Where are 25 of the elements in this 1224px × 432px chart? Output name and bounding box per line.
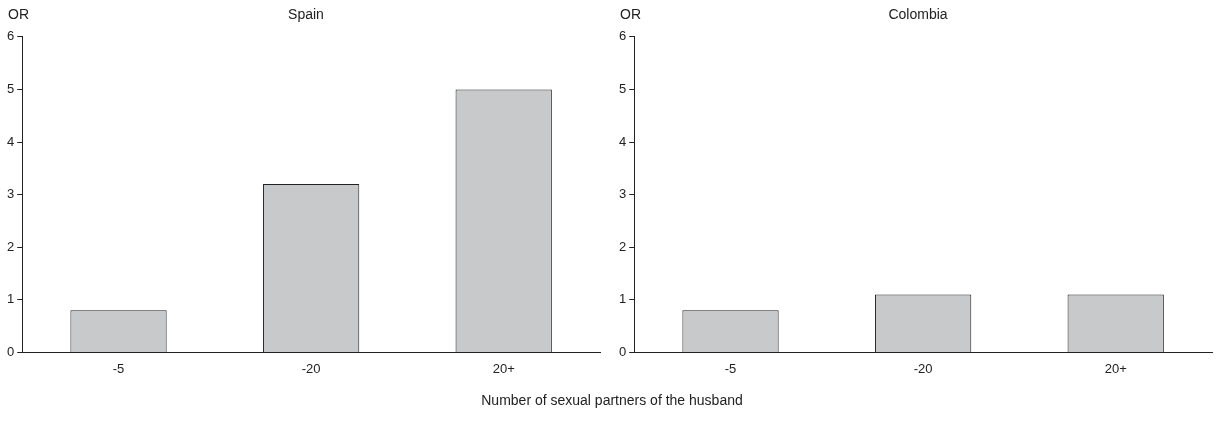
y-tick-label: 3 (7, 186, 15, 202)
x-tick-label: -5 (112, 360, 125, 376)
chart-title: Colombia (888, 6, 948, 22)
y-tick-label: 6 (7, 28, 15, 44)
x-axis-title: Number of sexual partners of the husband (480, 392, 744, 408)
y-tick-label: 3 (619, 186, 627, 202)
y-tick-label: 5 (7, 80, 15, 96)
y-axis-title: OR (8, 6, 29, 22)
x-tick-label: 20+ (1104, 360, 1127, 376)
y-tick-label: 1 (619, 291, 627, 307)
x-tick-label: -20 (913, 360, 933, 376)
y-tick-label: 4 (619, 133, 627, 149)
y-tick-label: 2 (7, 238, 15, 254)
y-tick-label: 5 (619, 80, 627, 96)
y-axis-title: OR (620, 6, 641, 22)
y-tick-label: 6 (619, 28, 627, 44)
chart-title: Spain (288, 6, 324, 22)
y-tick-label: 0 (7, 343, 15, 359)
x-tick-label: -5 (724, 360, 737, 376)
y-tick-label: 1 (7, 291, 15, 307)
y-tick-label: 2 (619, 238, 627, 254)
y-tick-label: 4 (7, 133, 15, 149)
x-tick-label: 20+ (492, 360, 515, 376)
y-tick-label: 0 (619, 343, 627, 359)
x-tick-label: -20 (301, 360, 321, 376)
